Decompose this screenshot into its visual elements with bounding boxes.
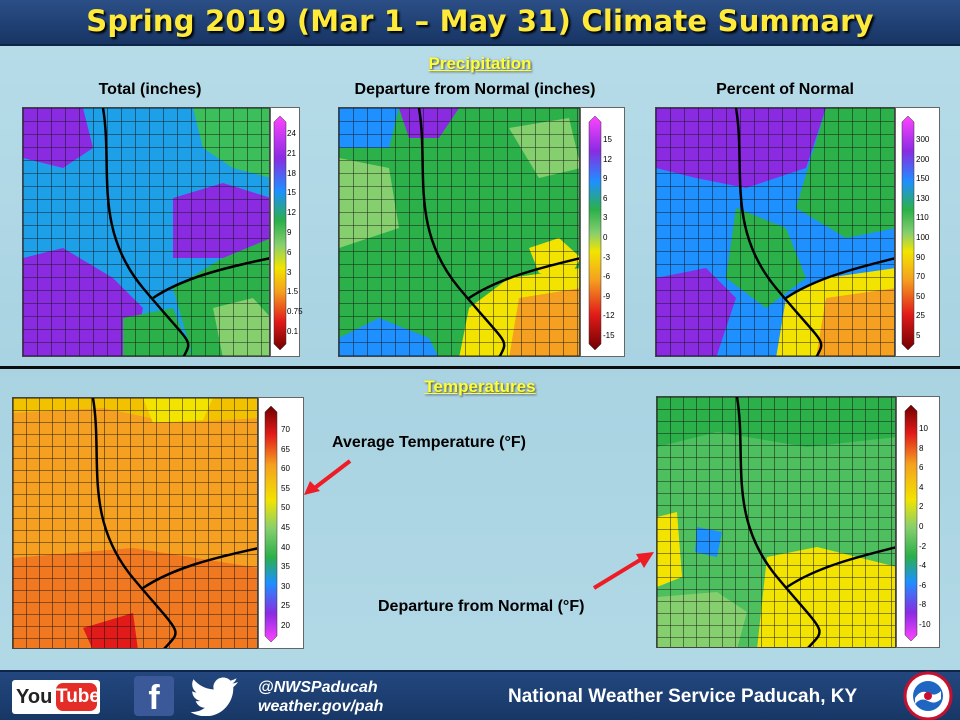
legend-tick: 300 — [916, 135, 930, 144]
legend-tick: 130 — [916, 193, 930, 203]
social-handles: @NWSPaducah weather.gov/pah — [258, 678, 383, 716]
legend-tick: 21 — [287, 148, 296, 158]
legend-tick: 0 — [919, 521, 924, 531]
avg-temperature-map — [12, 397, 258, 649]
title-bar: Spring 2019 (Mar 1 – May 31) Climate Sum… — [0, 0, 960, 46]
legend-tick: 55 — [281, 483, 290, 493]
precip-total-map-image — [23, 108, 269, 356]
legend-tick: 5 — [916, 330, 921, 340]
avg-temperature-colorbar — [264, 405, 278, 643]
temp-departure-map — [656, 396, 896, 648]
legend-tick: 2 — [919, 502, 924, 512]
legend-tick: -6 — [919, 580, 927, 590]
precip-total-legend: 24 21 18 15 12 9 6 3 1.5 0.75 0.1 — [270, 107, 303, 357]
legend-tick: 150 — [916, 174, 930, 184]
legend-tick: 30 — [281, 581, 290, 591]
legend-tick: -9 — [603, 291, 611, 301]
facebook-icon[interactable]: f — [134, 676, 174, 717]
legend-tick: 0.1 — [287, 326, 299, 336]
legend-tick: 60 — [281, 464, 290, 474]
legend-tick: 3 — [287, 267, 292, 277]
precipitation-section-label: Precipitation — [428, 54, 532, 73]
legend-tick: -15 — [603, 330, 615, 340]
avg-temperature-legend: 70 65 60 55 50 45 40 35 30 25 20 — [258, 397, 304, 649]
page-title: Spring 2019 (Mar 1 – May 31) Climate Sum… — [86, 4, 874, 38]
legend-tick: 9 — [603, 174, 608, 184]
precip-percent-map-image — [656, 108, 894, 356]
legend-tick: 0.75 — [287, 307, 303, 317]
legend-tick: 10 — [919, 424, 928, 433]
youtube-tube-text: Tube — [56, 683, 100, 711]
arrow-icon-avg — [304, 459, 352, 495]
website-link[interactable]: weather.gov/pah — [258, 698, 384, 715]
legend-tick: -3 — [603, 252, 611, 262]
precip-departure-map — [338, 107, 580, 357]
legend-tick: 50 — [281, 503, 290, 513]
precip-percent-colorbar — [901, 115, 915, 351]
legend-tick: -10 — [919, 619, 931, 629]
precip-percent-legend: 300 200 150 130 110 100 90 70 50 25 5 — [895, 107, 940, 357]
legend-tick: 8 — [919, 443, 924, 453]
section-divider — [0, 366, 960, 369]
legend-tick: 15 — [603, 135, 612, 144]
legend-tick: 45 — [281, 522, 290, 532]
youtube-you-text: You — [16, 686, 53, 708]
legend-tick: 90 — [916, 252, 925, 262]
legend-tick: 4 — [919, 482, 924, 492]
legend-tick: 3 — [603, 213, 608, 223]
precip-total-title: Total (inches) — [98, 81, 202, 98]
legend-tick: 9 — [287, 227, 292, 237]
precip-departure-map-image — [339, 108, 579, 356]
twitter-handle[interactable]: @NWSPaducah — [258, 679, 378, 696]
temp-departure-legend: 10 8 6 4 2 0 -2 -4 -6 -8 -10 — [896, 396, 940, 648]
legend-tick: -4 — [919, 561, 927, 571]
precip-departure-title: Departure from Normal (inches) — [354, 81, 596, 98]
legend-tick: 24 — [287, 129, 296, 138]
avg-temperature-map-image — [13, 398, 257, 648]
legend-tick: 40 — [281, 542, 290, 552]
legend-tick: 50 — [916, 291, 925, 301]
legend-tick: 6 — [287, 247, 292, 257]
temperatures-section-label: Temperatures — [424, 377, 536, 396]
legend-tick: -6 — [603, 272, 611, 282]
legend-tick: 12 — [603, 154, 612, 164]
temp-departure-map-image — [657, 397, 895, 647]
legend-tick: -2 — [919, 541, 927, 551]
legend-tick: 18 — [287, 168, 296, 178]
precip-total-map — [22, 107, 270, 357]
precip-total-colorbar — [273, 115, 287, 351]
legend-tick: 25 — [281, 601, 290, 611]
temp-departure-label: Departure from Normal (°F) — [378, 598, 585, 615]
legend-tick: 0 — [603, 232, 608, 242]
legend-tick: 65 — [281, 444, 290, 454]
legend-tick: 70 — [281, 425, 290, 434]
youtube-icon[interactable]: You Tube — [12, 680, 100, 714]
legend-tick: 6 — [603, 193, 608, 203]
avg-temperature-label: Average Temperature (°F) — [332, 434, 527, 451]
office-name: National Weather Service Paducah, KY — [508, 686, 858, 707]
nws-logo-icon — [903, 671, 953, 720]
legend-tick: 1.5 — [287, 287, 299, 297]
temp-departure-colorbar — [904, 404, 918, 642]
legend-tick: 35 — [281, 562, 290, 572]
twitter-icon[interactable] — [190, 676, 240, 716]
legend-tick: 100 — [916, 232, 930, 242]
precip-percent-map — [655, 107, 895, 357]
precip-departure-legend: 15 12 9 6 3 0 -3 -6 -9 -12 -15 — [580, 107, 625, 357]
legend-tick: 20 — [281, 620, 290, 630]
legend-tick: 70 — [916, 272, 925, 282]
legend-tick: -12 — [603, 311, 615, 321]
legend-tick: 12 — [287, 208, 296, 218]
legend-tick: 200 — [916, 154, 930, 164]
legend-tick: 15 — [287, 188, 296, 198]
legend-tick: 110 — [916, 213, 929, 223]
precip-departure-colorbar — [588, 115, 602, 351]
legend-tick: -8 — [919, 600, 927, 610]
legend-tick: 6 — [919, 463, 924, 473]
legend-tick: 25 — [916, 311, 925, 321]
precip-percent-title: Percent of Normal — [716, 81, 854, 98]
footer-bar: You Tube f @NWSPaducah weather.gov/pah N… — [0, 670, 960, 720]
arrow-icon-departure — [592, 552, 654, 590]
